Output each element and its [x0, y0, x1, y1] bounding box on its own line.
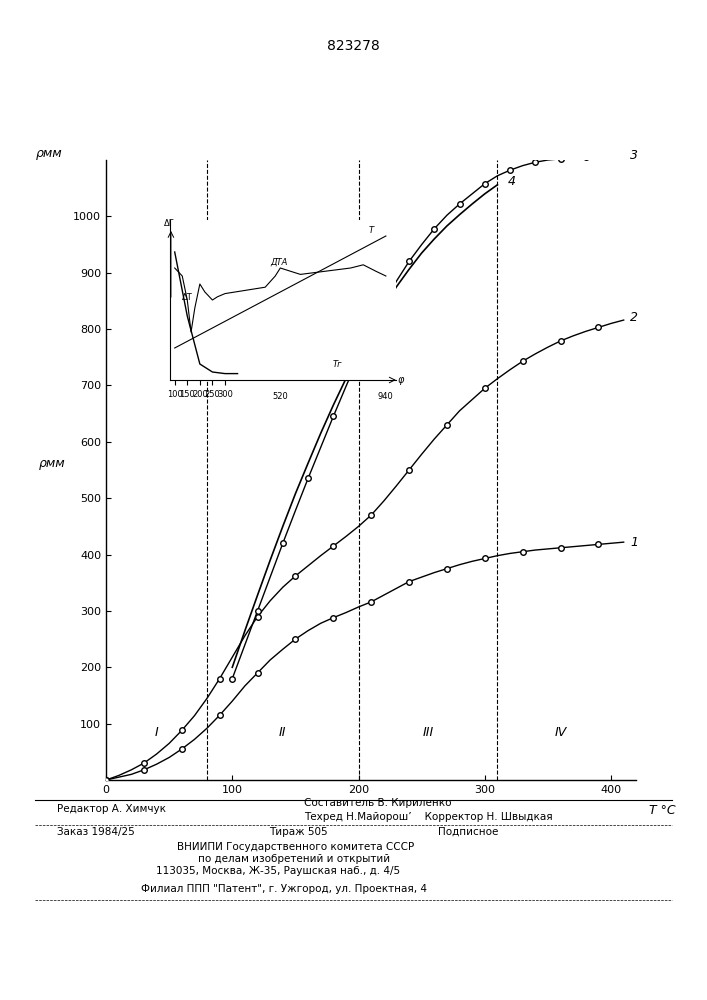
Text: 520: 520 [272, 392, 288, 401]
Text: Тираж 505: Тираж 505 [269, 827, 327, 837]
Text: Подписное: Подписное [438, 827, 498, 837]
Text: 3: 3 [630, 149, 638, 162]
Text: T °C: T °C [649, 804, 676, 817]
Text: Филиал ППП "Патент", г. Ужгород, ул. Проектная, 4: Филиал ППП "Патент", г. Ужгород, ул. Про… [141, 884, 428, 894]
Text: I: I [155, 726, 158, 739]
Text: Редактор А. Химчук: Редактор А. Химчук [57, 804, 165, 814]
Text: Тг: Тг [333, 360, 343, 369]
Text: ΔТ: ΔТ [182, 293, 193, 302]
Text: III: III [422, 726, 433, 739]
Text: ΔГ: ΔГ [164, 219, 175, 228]
Text: 1: 1 [630, 536, 638, 549]
Text: 2: 2 [630, 311, 638, 324]
Text: по делам изобретений и открытий: по делам изобретений и открытий [198, 854, 390, 864]
Y-axis label: ρмм: ρмм [39, 457, 66, 470]
Text: φ: φ [397, 375, 404, 385]
Text: T: T [368, 226, 373, 235]
Text: ρмм: ρмм [36, 147, 62, 160]
Text: Техред Н.Майорош’    Корректор Н. Швыдкая: Техред Н.Майорош’ Корректор Н. Швыдкая [304, 812, 553, 822]
Text: IV: IV [554, 726, 567, 739]
Text: ДТА: ДТА [270, 258, 288, 267]
Text: 940: 940 [378, 392, 394, 401]
Text: ВНИИПИ Государственного комитета СССР: ВНИИПИ Государственного комитета СССР [177, 842, 414, 852]
Text: 4: 4 [508, 175, 515, 188]
Text: 113035, Москва, Ж-35, Раушская наб., д. 4/5: 113035, Москва, Ж-35, Раушская наб., д. … [156, 866, 399, 876]
Text: Заказ 1984/25: Заказ 1984/25 [57, 827, 134, 837]
Text: Составитель В. Кириленко: Составитель В. Кириленко [304, 798, 452, 808]
Text: II: II [279, 726, 286, 739]
Text: 823278: 823278 [327, 39, 380, 53]
